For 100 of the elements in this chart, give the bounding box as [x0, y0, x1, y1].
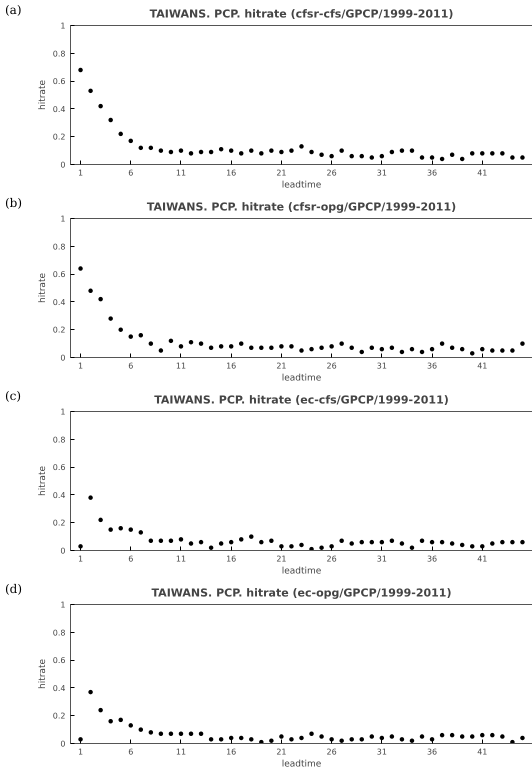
- point: [279, 150, 284, 154]
- point: [480, 544, 485, 549]
- point: [279, 344, 284, 349]
- y-tick-label: 0: [60, 740, 66, 748]
- x-tick-label: 1: [78, 362, 84, 370]
- point: [158, 148, 164, 153]
- point: [309, 546, 314, 550]
- point: [400, 148, 404, 153]
- point: [128, 527, 134, 532]
- point: [400, 737, 404, 742]
- x-tick-label: 21: [276, 748, 287, 756]
- x-tick-label: 16: [226, 168, 236, 178]
- point: [360, 154, 364, 158]
- point: [400, 350, 404, 354]
- point: [349, 541, 354, 546]
- point: [108, 527, 113, 532]
- point: [460, 734, 464, 739]
- point: [319, 152, 324, 158]
- x-tick-label: 1: [78, 554, 84, 564]
- point: [198, 341, 204, 346]
- y-tick-label: 1: [60, 22, 66, 30]
- point: [430, 540, 434, 544]
- point: [98, 708, 103, 712]
- point: [118, 132, 123, 136]
- point: [128, 138, 134, 144]
- x-tick-label: 41: [477, 168, 488, 178]
- point: [349, 346, 354, 350]
- point: [470, 544, 474, 549]
- point: [500, 540, 505, 544]
- x-tick-label: 6: [128, 362, 134, 370]
- point: [420, 734, 424, 739]
- point: [500, 151, 505, 156]
- point: [289, 148, 294, 153]
- point: [259, 346, 264, 350]
- y-tick-label: 1: [60, 600, 66, 610]
- point: [98, 104, 103, 108]
- point: [470, 151, 474, 156]
- point: [370, 155, 374, 160]
- point: [490, 541, 495, 546]
- y-tick-label: 0.2: [52, 326, 66, 335]
- chart-title: TAIWANS. PCP. hitrate (cfsr-opg/GPCP/1999-2011): [146, 200, 456, 214]
- point: [299, 348, 304, 353]
- text: (d): [5, 581, 22, 598]
- x-tick-label: 11: [176, 554, 186, 564]
- y-tick-label: 0.4: [52, 104, 66, 114]
- chart-title: TAIWANS. PCP. hitrate (ec-opg/GPCP/1999-2011): [152, 586, 452, 600]
- point: [390, 734, 394, 739]
- point: [370, 734, 374, 739]
- point: [309, 150, 314, 154]
- y-tick-label: 1: [60, 408, 66, 416]
- x-axis-title: leadtime: [282, 566, 322, 576]
- point: [218, 146, 224, 152]
- point: [299, 736, 304, 740]
- point: [168, 338, 174, 344]
- x-tick-label: 36: [426, 362, 438, 370]
- y-tick-label: 0.2: [52, 518, 66, 528]
- point: [148, 730, 154, 735]
- x-tick-label: 36: [426, 748, 438, 756]
- point: [349, 737, 354, 742]
- point: [118, 718, 123, 722]
- text: (a): [5, 2, 22, 19]
- point: [510, 740, 515, 744]
- point: [480, 151, 485, 156]
- point: [198, 732, 204, 736]
- point: [360, 540, 364, 544]
- point: [208, 150, 214, 154]
- point: [78, 266, 83, 271]
- point: [380, 736, 384, 740]
- point: [238, 736, 244, 740]
- point: [78, 68, 83, 72]
- point: [128, 723, 134, 728]
- point: [228, 344, 234, 349]
- point: [299, 144, 304, 149]
- point: [360, 737, 364, 742]
- point: [420, 350, 424, 354]
- point: [380, 540, 384, 544]
- point: [349, 154, 354, 158]
- point: [410, 148, 414, 153]
- y-tick-label: 0.8: [52, 49, 66, 58]
- point: [289, 344, 294, 349]
- x-tick-label: 41: [477, 362, 488, 370]
- y-tick-label: 0.8: [52, 435, 66, 444]
- point: [88, 88, 93, 94]
- text: (b): [5, 195, 22, 212]
- point: [269, 538, 274, 544]
- point: [460, 346, 464, 352]
- y-tick-label: 0: [60, 354, 66, 362]
- point: [128, 334, 134, 339]
- y-tick-label: 0.6: [52, 77, 66, 86]
- x-tick-label: 6: [128, 554, 134, 564]
- y-tick-label: 0.2: [52, 712, 66, 721]
- x-tick-label: 21: [276, 168, 287, 178]
- point: [259, 740, 264, 744]
- point: [490, 732, 495, 738]
- point: [450, 732, 454, 738]
- point: [520, 736, 525, 740]
- point: [178, 537, 184, 542]
- point: [208, 545, 214, 550]
- x-axis-title: leadtime: [282, 760, 322, 770]
- point: [380, 154, 384, 158]
